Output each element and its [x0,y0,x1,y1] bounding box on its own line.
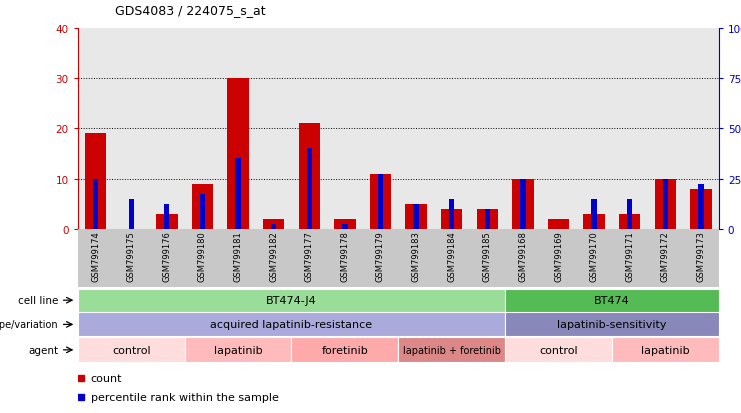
Bar [520,179,525,229]
Bar [698,184,704,229]
Bar [200,194,205,229]
Bar [441,209,462,229]
Text: GSM799179: GSM799179 [376,231,385,282]
Text: GSM799177: GSM799177 [305,231,313,282]
Text: GSM799184: GSM799184 [448,231,456,282]
Text: acquired lapatinib-resistance: acquired lapatinib-resistance [210,320,373,330]
Text: GSM799178: GSM799178 [340,231,349,282]
Bar [128,199,134,229]
Bar [85,134,106,229]
Text: GSM799174: GSM799174 [91,231,100,282]
Bar [583,214,605,229]
Bar [591,199,597,229]
Text: lapatinib: lapatinib [641,345,690,355]
Bar [192,184,213,229]
Text: GSM799180: GSM799180 [198,231,207,282]
Bar [236,159,241,229]
Bar [413,204,419,229]
Text: GSM799169: GSM799169 [554,231,563,282]
Text: BT474-J4: BT474-J4 [266,295,317,306]
Bar [263,219,285,229]
Text: GSM799183: GSM799183 [411,231,421,282]
Text: lapatinib-sensitivity: lapatinib-sensitivity [557,320,667,330]
Bar [307,149,312,229]
Text: BT474: BT474 [594,295,630,306]
Bar [548,219,569,229]
Bar [342,224,348,229]
Bar [185,337,291,363]
Text: foretinib: foretinib [322,345,368,355]
Bar [627,199,632,229]
Text: GSM799185: GSM799185 [483,231,492,282]
Bar [505,289,719,312]
Bar [512,179,534,229]
Text: cell line: cell line [18,295,59,306]
Bar [612,337,719,363]
Bar [619,214,640,229]
Bar [370,174,391,229]
Bar [662,179,668,229]
Bar [505,337,612,363]
Bar [291,337,399,363]
Bar [78,289,505,312]
Text: agent: agent [28,345,59,355]
Text: GSM799182: GSM799182 [269,231,278,282]
Text: GSM799176: GSM799176 [162,231,171,282]
Text: lapatinib: lapatinib [213,345,262,355]
Bar [405,204,427,229]
Text: genotype/variation: genotype/variation [0,320,59,330]
Text: GSM799168: GSM799168 [519,231,528,282]
Bar [378,174,383,229]
Text: GSM799173: GSM799173 [697,231,705,282]
Bar [165,204,170,229]
Bar [485,209,490,229]
Text: GSM799171: GSM799171 [625,231,634,282]
Bar [449,199,454,229]
Text: percentile rank within the sample: percentile rank within the sample [90,392,279,402]
Bar [691,189,711,229]
Bar [334,219,356,229]
Text: control: control [112,345,150,355]
Bar [399,337,505,363]
Text: GSM799172: GSM799172 [661,231,670,282]
Bar [78,337,185,363]
Bar [156,214,178,229]
Text: GSM799175: GSM799175 [127,231,136,282]
Bar [227,79,249,229]
Text: count: count [90,373,122,382]
Text: GDS4083 / 224075_s_at: GDS4083 / 224075_s_at [115,4,265,17]
Bar [78,313,505,337]
Text: control: control [539,345,578,355]
Bar [271,224,276,229]
Bar [93,179,99,229]
Text: lapatinib + foretinib: lapatinib + foretinib [402,345,501,355]
Bar [299,124,320,229]
Bar [505,313,719,337]
Bar [476,209,498,229]
Text: GSM799181: GSM799181 [233,231,242,282]
Text: GSM799170: GSM799170 [590,231,599,282]
Bar [654,179,676,229]
